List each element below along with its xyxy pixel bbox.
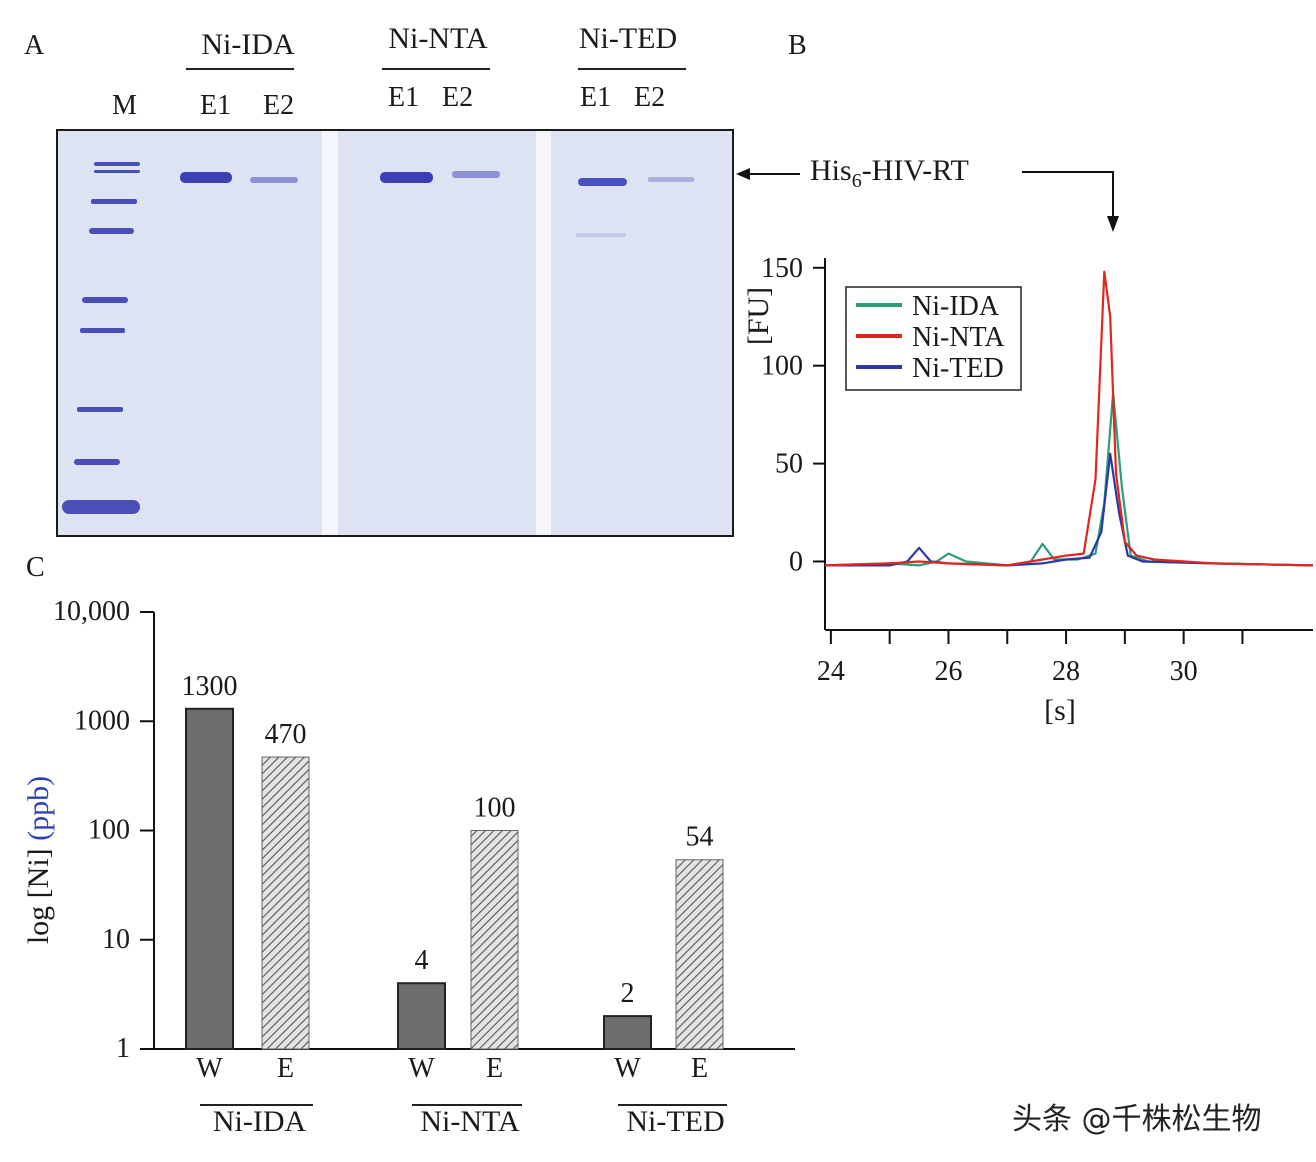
b-x-axis-label: [s] [1044,694,1076,727]
c-bar-category-label: W [408,1053,435,1084]
band-ida-e1 [180,172,232,183]
peak-connector-line [1022,171,1114,222]
c-y-tick-label-10,000: 10,000 [53,596,130,627]
lane-label-ida-e2: E2 [263,90,295,121]
band-annotation-subscript: 6 [851,170,862,192]
band-ted-e1-faint [576,233,626,237]
band-annotation: His6-HIV-RT [810,154,969,193]
ladder-band-6 [80,328,125,333]
band-arrow-head [736,168,750,180]
c-group-label-ni-ted: Ni-TED [626,1105,724,1138]
b-series-ni-ted [825,452,1314,567]
b-y-axis-label: [FU] [742,287,775,345]
c-bar-value-label: 100 [474,793,516,824]
c-bar-ni-nta-w [397,982,446,1051]
c-bar-value-label: 54 [686,822,714,853]
c-y-tick-label-100: 100 [88,815,130,846]
ladder-band-8 [74,459,120,465]
c-group-label-ni-ida: Ni-IDA [213,1105,307,1138]
gel-group-rule-ted [578,68,686,70]
b-y-tick-label-100: 100 [761,351,803,382]
c-bar-category-label: W [196,1053,223,1084]
panel-c-label: C [26,552,45,583]
b-y-tick-label-150: 150 [761,253,803,284]
lane-label-nta-e1: E1 [388,82,420,113]
c-y-tick-label-1: 1 [116,1033,130,1064]
b-series-ni-nta [824,270,1314,567]
band-nta-e1 [380,172,433,183]
b-y-tick-label-50: 50 [775,449,803,480]
lane-label-nta-e2: E2 [442,82,474,113]
gel-divider-1 [322,131,338,535]
c-y-axis-label: log [Ni] (ppb) [22,776,55,944]
ladder-band-9 [62,500,140,514]
gel-divider-2 [536,131,551,535]
c-bar-ni-ida-e [261,756,310,1050]
b-legend-label-ni-ted: Ni-TED [912,353,1004,384]
ladder-band-4 [89,228,134,234]
c-bar-category-label: E [486,1053,503,1084]
c-bar-category-label: E [277,1053,294,1084]
gel-background [56,129,734,537]
ladder-band-3 [91,199,137,204]
c-bar-ni-ted-e [675,859,724,1050]
gel-group-rule-ida [186,68,294,70]
c-group-label-ni-nta: Ni-NTA [420,1105,520,1138]
band-nta-e2 [452,171,500,178]
marker-lane-label: M [112,90,137,121]
panel-a-label: A [24,30,45,61]
c-bar-value-label: 1300 [182,671,238,702]
band-annotation-suffix: -HIV-RT [861,154,969,187]
c-bar-category-label: E [691,1053,708,1084]
c-bar-value-label: 4 [415,945,429,976]
gel-group-label-ida: Ni-IDA [201,28,295,61]
lane-label-ted-e1: E1 [580,82,612,113]
ladder-band-2 [94,170,140,173]
b-x-tick-label-28: 28 [1052,656,1080,687]
c-bar-category-label: W [614,1053,641,1084]
ladder-band-5 [82,297,128,303]
gel-group-label-nta: Ni-NTA [388,22,488,55]
gel-group-label-ted: Ni-TED [578,22,678,55]
band-annotation-prefix: His [810,154,852,187]
c-bar-value-label: 2 [621,978,635,1009]
b-x-tick-label-30: 30 [1170,656,1198,687]
b-legend-label-ni-ida: Ni-IDA [912,291,1000,322]
sample-bands [180,171,694,237]
marker-ladder [62,162,140,514]
lane-label-ted-e2: E2 [634,82,666,113]
b-legend-label-ni-nta: Ni-NTA [912,322,1005,353]
gel-group-rule-nta [382,68,490,70]
c-bar-ni-nta-e [470,830,519,1050]
b-x-tick-label-26: 26 [934,656,962,687]
band-ted-e2 [648,177,694,182]
ladder-band-1 [94,162,140,166]
watermark: 头条 @千株松生物 [1012,1102,1262,1137]
c-bar-value-label: 470 [265,719,307,750]
b-y-tick-label-0: 0 [789,546,803,577]
ladder-band-7 [77,407,123,412]
c-y-axis-label-unit: (ppb) [22,776,55,841]
band-ida-e2 [250,177,298,183]
peak-connector-head [1107,216,1119,232]
c-y-tick-label-10: 10 [102,924,130,955]
b-x-tick-label-24: 24 [817,656,845,687]
c-bar-ni-ida-w [185,707,234,1050]
panel-b-label: B [788,30,807,61]
lane-label-ida-e1: E1 [200,90,232,121]
c-y-axis-label-main: log [Ni] [22,841,55,944]
band-ted-e1 [578,178,627,186]
c-bar-ni-ted-w [603,1015,652,1051]
c-y-tick-label-1000: 1000 [74,705,130,736]
